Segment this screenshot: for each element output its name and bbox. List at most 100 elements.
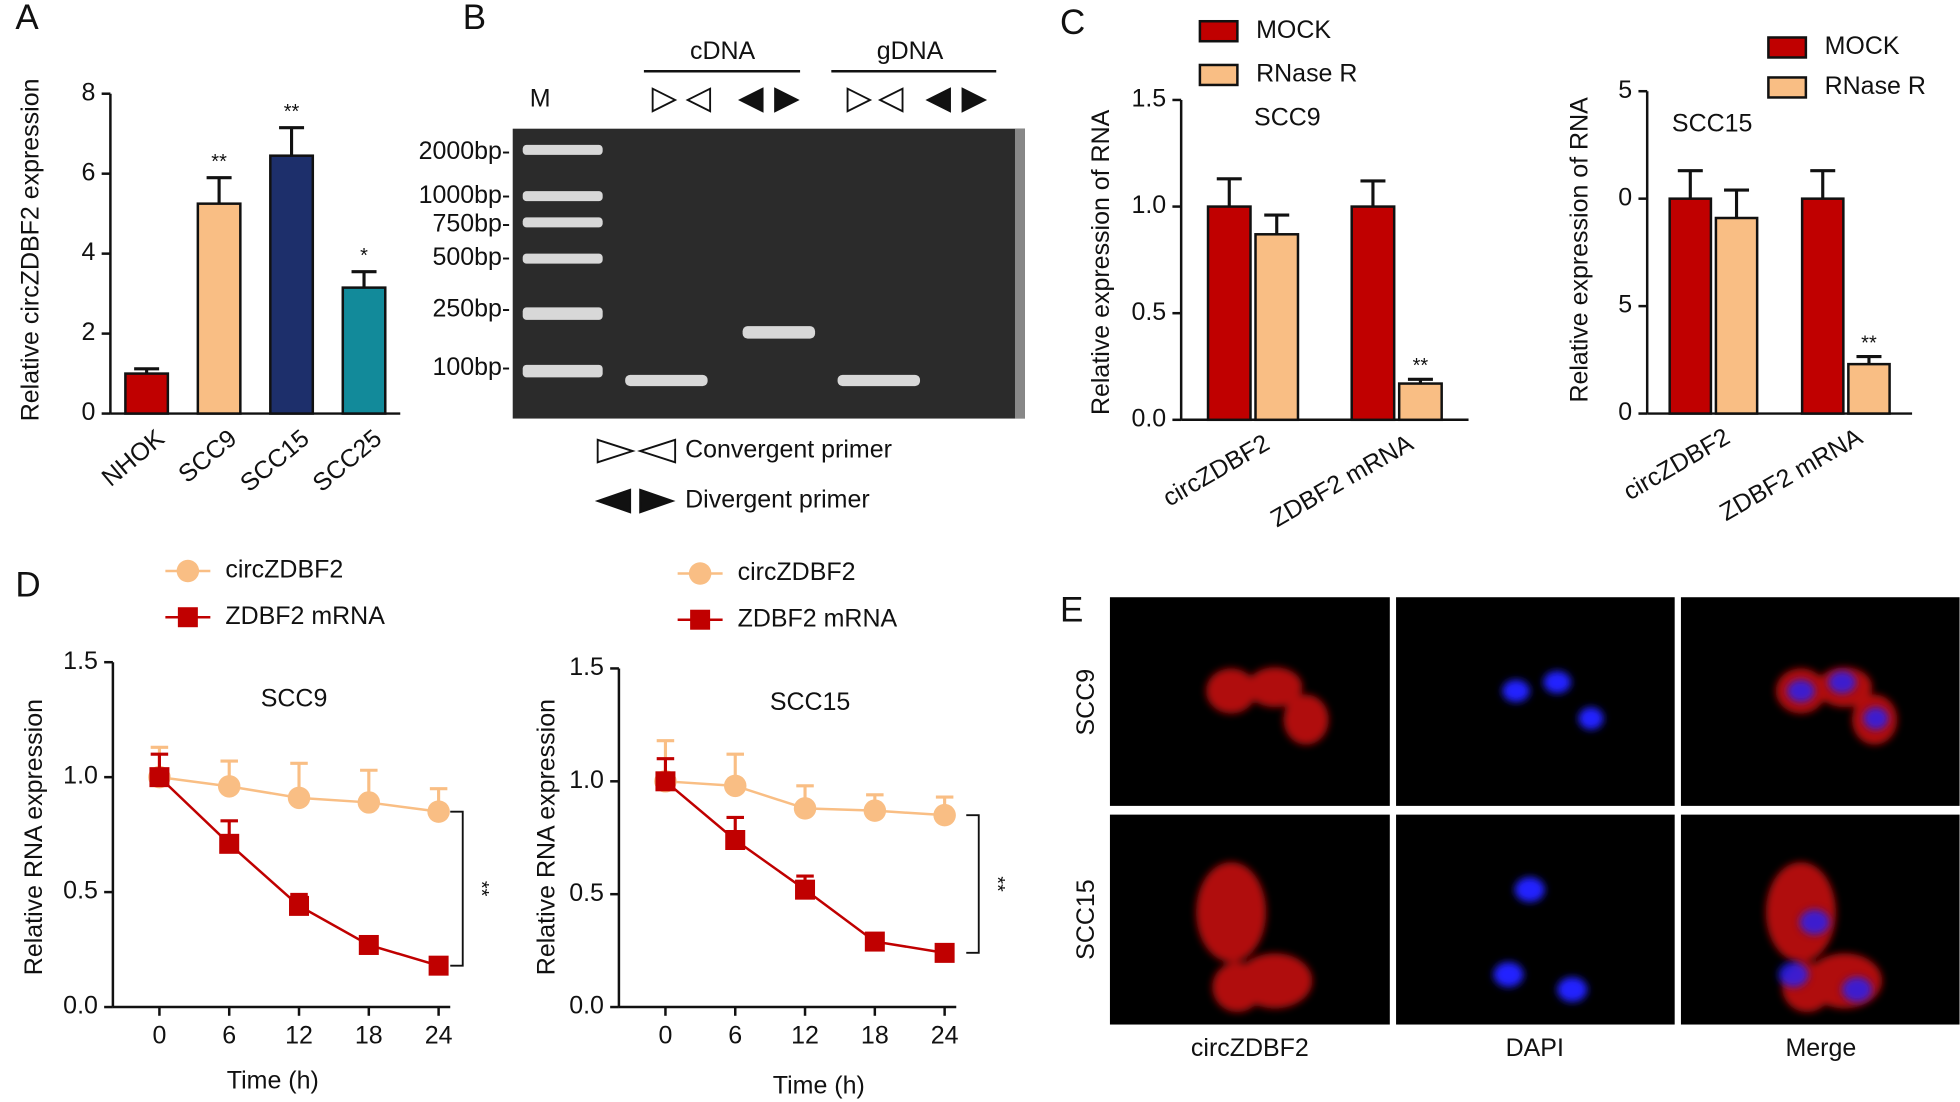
point bbox=[655, 771, 676, 792]
legend-label: ZDBF2 mRNA bbox=[738, 604, 898, 632]
column-label: Merge bbox=[1785, 1034, 1856, 1062]
point bbox=[357, 791, 381, 814]
legend-label: MOCK bbox=[1825, 32, 1900, 60]
panel-label: C bbox=[1060, 3, 1085, 42]
legend-label: RNase R bbox=[1256, 60, 1357, 88]
y-tick-label: 2 bbox=[82, 318, 96, 346]
y-tick-label: 1.0 bbox=[1131, 191, 1166, 219]
bar bbox=[1397, 382, 1443, 422]
point bbox=[358, 934, 379, 955]
annotation: * bbox=[360, 245, 368, 267]
x-tick-label: 24 bbox=[931, 1022, 959, 1050]
y-axis-label: Relative circZDBF2 expression bbox=[16, 79, 44, 422]
y-tick-label: 0.5 bbox=[569, 879, 604, 907]
y-tick-label: 0.0 bbox=[569, 992, 604, 1020]
error-bar bbox=[1216, 177, 1242, 207]
bracket bbox=[450, 810, 464, 967]
y-tick-label: 1.0 bbox=[569, 766, 604, 794]
bar bbox=[269, 154, 315, 415]
y-tick-label: 0 bbox=[1618, 398, 1632, 426]
y-axis-label: Relative expression of RNA bbox=[1087, 109, 1115, 415]
y-tick-label: 0.5 bbox=[1131, 298, 1166, 326]
legend-label: circZDBF2 bbox=[738, 558, 856, 586]
x-tick-label: 6 bbox=[222, 1022, 236, 1050]
y-axis-label: Relative RNA expression bbox=[532, 699, 560, 975]
column-label: circZDBF2 bbox=[1191, 1034, 1309, 1062]
error-bar bbox=[206, 176, 232, 204]
y-tick-label: 0.0 bbox=[63, 992, 98, 1020]
micrograph: SCC9 SCC15 circZDBF2 DAPI Merge bbox=[1072, 597, 1960, 1062]
point bbox=[427, 800, 450, 823]
annotation: ** bbox=[211, 151, 227, 173]
x-tick-label: NHOK bbox=[96, 424, 170, 492]
x-tick-label: ZDBF2 mRNA bbox=[1715, 423, 1867, 527]
point bbox=[289, 895, 310, 916]
annotation: ** bbox=[284, 101, 300, 123]
legend-swatch bbox=[1198, 63, 1239, 87]
error-bar bbox=[279, 126, 305, 156]
point bbox=[723, 774, 747, 798]
error-bar bbox=[1724, 188, 1750, 219]
y-tick-label: 0 bbox=[1618, 183, 1632, 211]
x-tick-label: ZDBF2 mRNA bbox=[1266, 429, 1418, 533]
annotation: ** bbox=[1861, 332, 1877, 354]
error-bar bbox=[1360, 179, 1386, 207]
x-tick-label: SCC9 bbox=[173, 424, 242, 488]
error-bar bbox=[1677, 169, 1703, 199]
y-tick-label: 0.0 bbox=[1131, 404, 1166, 432]
legend-marker bbox=[176, 559, 200, 583]
y-tick-label: 1.5 bbox=[63, 647, 98, 675]
point bbox=[793, 797, 817, 820]
x-axis-label: Time (h) bbox=[773, 1072, 865, 1100]
ladder-label: 1000bp- bbox=[419, 181, 511, 209]
error-bar bbox=[1810, 169, 1836, 199]
ladder-label: 250bp- bbox=[432, 294, 510, 322]
legend-marker bbox=[688, 562, 712, 585]
bar bbox=[1800, 197, 1845, 415]
y-tick-label: 6 bbox=[82, 158, 96, 186]
subtitle: SCC9 bbox=[1254, 103, 1321, 131]
x-tick-label: 6 bbox=[728, 1022, 742, 1050]
ladder-label: 750bp- bbox=[432, 209, 510, 237]
panel-label: D bbox=[15, 565, 40, 604]
column-label: DAPI bbox=[1506, 1034, 1564, 1062]
gel: M cDNA gDNA 2000bp- 1000bp- 750bp- 500bp… bbox=[419, 37, 1025, 514]
legend-swatch bbox=[1198, 19, 1239, 43]
error-bar bbox=[351, 270, 377, 288]
point bbox=[863, 799, 887, 822]
bar bbox=[1714, 216, 1759, 415]
ladder-label: 2000bp- bbox=[419, 137, 511, 165]
bar bbox=[124, 372, 170, 415]
legend-label: ZDBF2 mRNA bbox=[225, 602, 385, 630]
point bbox=[864, 931, 885, 952]
point bbox=[934, 942, 955, 963]
y-tick-label: 5 bbox=[1618, 76, 1632, 104]
x-tick-label: SCC25 bbox=[307, 424, 387, 497]
legend-swatch bbox=[1767, 76, 1808, 99]
error-bar bbox=[1264, 213, 1290, 235]
x-tick-label: 0 bbox=[152, 1022, 166, 1050]
point bbox=[217, 775, 241, 798]
y-tick-label: 1.5 bbox=[1131, 85, 1166, 113]
point bbox=[428, 955, 449, 976]
legend-label: RNase R bbox=[1825, 72, 1926, 100]
bar bbox=[1668, 197, 1713, 415]
subtitle: SCC15 bbox=[1672, 110, 1753, 138]
row-label: SCC15 bbox=[1072, 879, 1100, 960]
legend-label: Convergent primer bbox=[685, 436, 892, 464]
bar bbox=[196, 202, 242, 415]
row-label: SCC9 bbox=[1072, 669, 1100, 736]
annotation: ** bbox=[1413, 355, 1429, 377]
y-tick-label: 1.5 bbox=[569, 653, 604, 681]
x-tick-label: 24 bbox=[425, 1022, 453, 1050]
bar bbox=[1206, 205, 1252, 422]
subtitle: SCC15 bbox=[770, 688, 851, 716]
legend-label: Divergent primer bbox=[685, 486, 870, 514]
lane-label: M bbox=[530, 85, 551, 113]
panel-label: A bbox=[15, 0, 39, 37]
y-axis-label: Relative expression of RNA bbox=[1566, 97, 1594, 403]
x-tick-label: circZDBF2 bbox=[1158, 429, 1274, 512]
point bbox=[795, 879, 816, 900]
x-tick-label: circZDBF2 bbox=[1619, 423, 1735, 506]
